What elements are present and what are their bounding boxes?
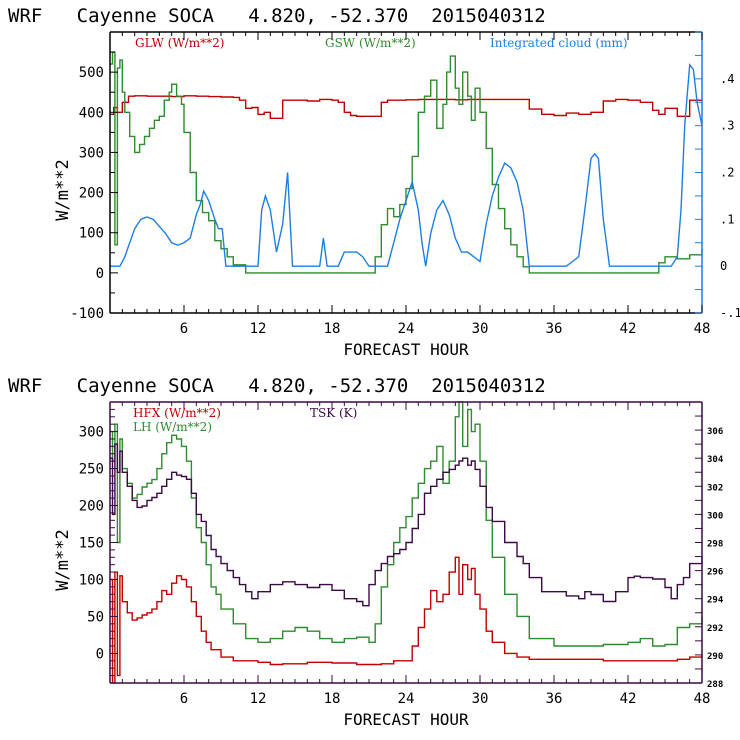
series-line-tsk [110, 443, 703, 607]
y-tick-label: 150 [79, 536, 104, 552]
x-tick-label: 48 [694, 691, 711, 707]
legend-entry: GSW (W/m**2) [325, 36, 416, 50]
y2-tick-label: .2 [720, 166, 734, 180]
x-tick-label: 12 [250, 691, 267, 707]
y-tick-label: 100 [79, 572, 104, 588]
series-line-hfx [110, 556, 703, 684]
y2-tick-label: 290 [707, 652, 723, 662]
x-tick-label: 6 [180, 321, 188, 337]
y2-tick-label: .1 [720, 212, 734, 226]
y-axis-label: W/m**2 [53, 529, 73, 590]
y-tick-label: 400 [79, 105, 104, 121]
series-line-lh [110, 401, 703, 647]
plot-fluxes-tsk: WRF Cayenne SOCA 4.820, -52.370 20150403… [8, 375, 724, 729]
y-tick-label: 0 [96, 266, 104, 282]
plot-title: WRF Cayenne SOCA 4.820, -52.370 20150403… [8, 375, 546, 397]
y2-tick-label: 296 [707, 568, 723, 578]
y-tick-label: 500 [79, 65, 104, 81]
series-line-glw [110, 95, 703, 119]
x-tick-label: 6 [180, 691, 188, 707]
legend-entry: GLW (W/m**2) [135, 36, 224, 50]
x-tick-label: 18 [324, 321, 341, 337]
series-line-integrated [110, 62, 703, 267]
y2-tick-label: .3 [720, 119, 734, 133]
x-tick-label: 18 [324, 691, 341, 707]
x-tick-label: 24 [398, 691, 415, 707]
y-tick-label: -100 [70, 306, 104, 322]
x-tick-label: 36 [546, 321, 563, 337]
x-tick-label: 48 [694, 321, 711, 337]
x-tick-label: 42 [620, 691, 637, 707]
y2-tick-label: 302 [707, 483, 723, 493]
y2-tick-label: 298 [707, 540, 723, 550]
y-axis-label: W/m**2 [53, 159, 73, 220]
y-tick-label: 200 [79, 499, 104, 515]
y-tick-label: 250 [79, 462, 104, 478]
y2-tick-label: 300 [707, 511, 723, 521]
y2-tick-label: -.1 [720, 306, 740, 320]
x-axis-label: FORECAST HOUR [343, 710, 469, 729]
y-tick-label: 200 [79, 186, 104, 202]
y-tick-label: 50 [87, 609, 104, 625]
x-tick-label: 42 [620, 321, 637, 337]
x-tick-label: 30 [472, 691, 489, 707]
plot-marks: 6 12 18 24 30 36 42 48 -100 0 100 200 300 400 500 -.1 0.… [70, 31, 740, 337]
y2-tick-label: 304 [707, 455, 724, 465]
y2-tick-label: 306 [707, 427, 723, 437]
plot-title: WRF Cayenne SOCA 4.820, -52.370 20150403… [8, 5, 546, 27]
legend-entry: LH (W/m**2) [133, 420, 212, 434]
y2-tick-label: .4 [720, 72, 734, 86]
legend-entry: TSK (K) [310, 406, 357, 420]
plot-radiation-cloud: WRF Cayenne SOCA 4.820, -52.370 20150403… [8, 5, 740, 359]
y-tick-label: 100 [79, 226, 104, 242]
legend-entry: Integrated cloud (mm) [490, 36, 628, 50]
x-tick-label: 30 [472, 321, 489, 337]
series-line-gsw [110, 51, 703, 274]
y2-tick-label: 294 [707, 596, 724, 606]
y-tick-label: 300 [79, 145, 104, 161]
y2-tick-label: 292 [707, 624, 723, 634]
x-tick-label: 36 [546, 691, 563, 707]
y-tick-label: 0 [96, 646, 104, 662]
x-axis-label: FORECAST HOUR [343, 340, 469, 359]
x-tick-label: 12 [250, 321, 267, 337]
y-tick-label: 300 [79, 425, 104, 441]
y2-tick-label: 288 [707, 680, 723, 690]
legend-entry: HFX (W/m**2) [133, 406, 221, 420]
legend: GLW (W/m**2) GSW (W/m**2) Integrated cloud… [135, 36, 628, 50]
legend: HFX (W/m**2)LH (W/m**2) TSK (K) [133, 406, 357, 434]
x-tick-label: 24 [398, 321, 415, 337]
plot-marks: 6 12 18 24 30 36 42 48 0 50 100 150 200 250 300 288 290 2… [79, 401, 724, 707]
y2-tick-label: 0 [720, 259, 727, 273]
